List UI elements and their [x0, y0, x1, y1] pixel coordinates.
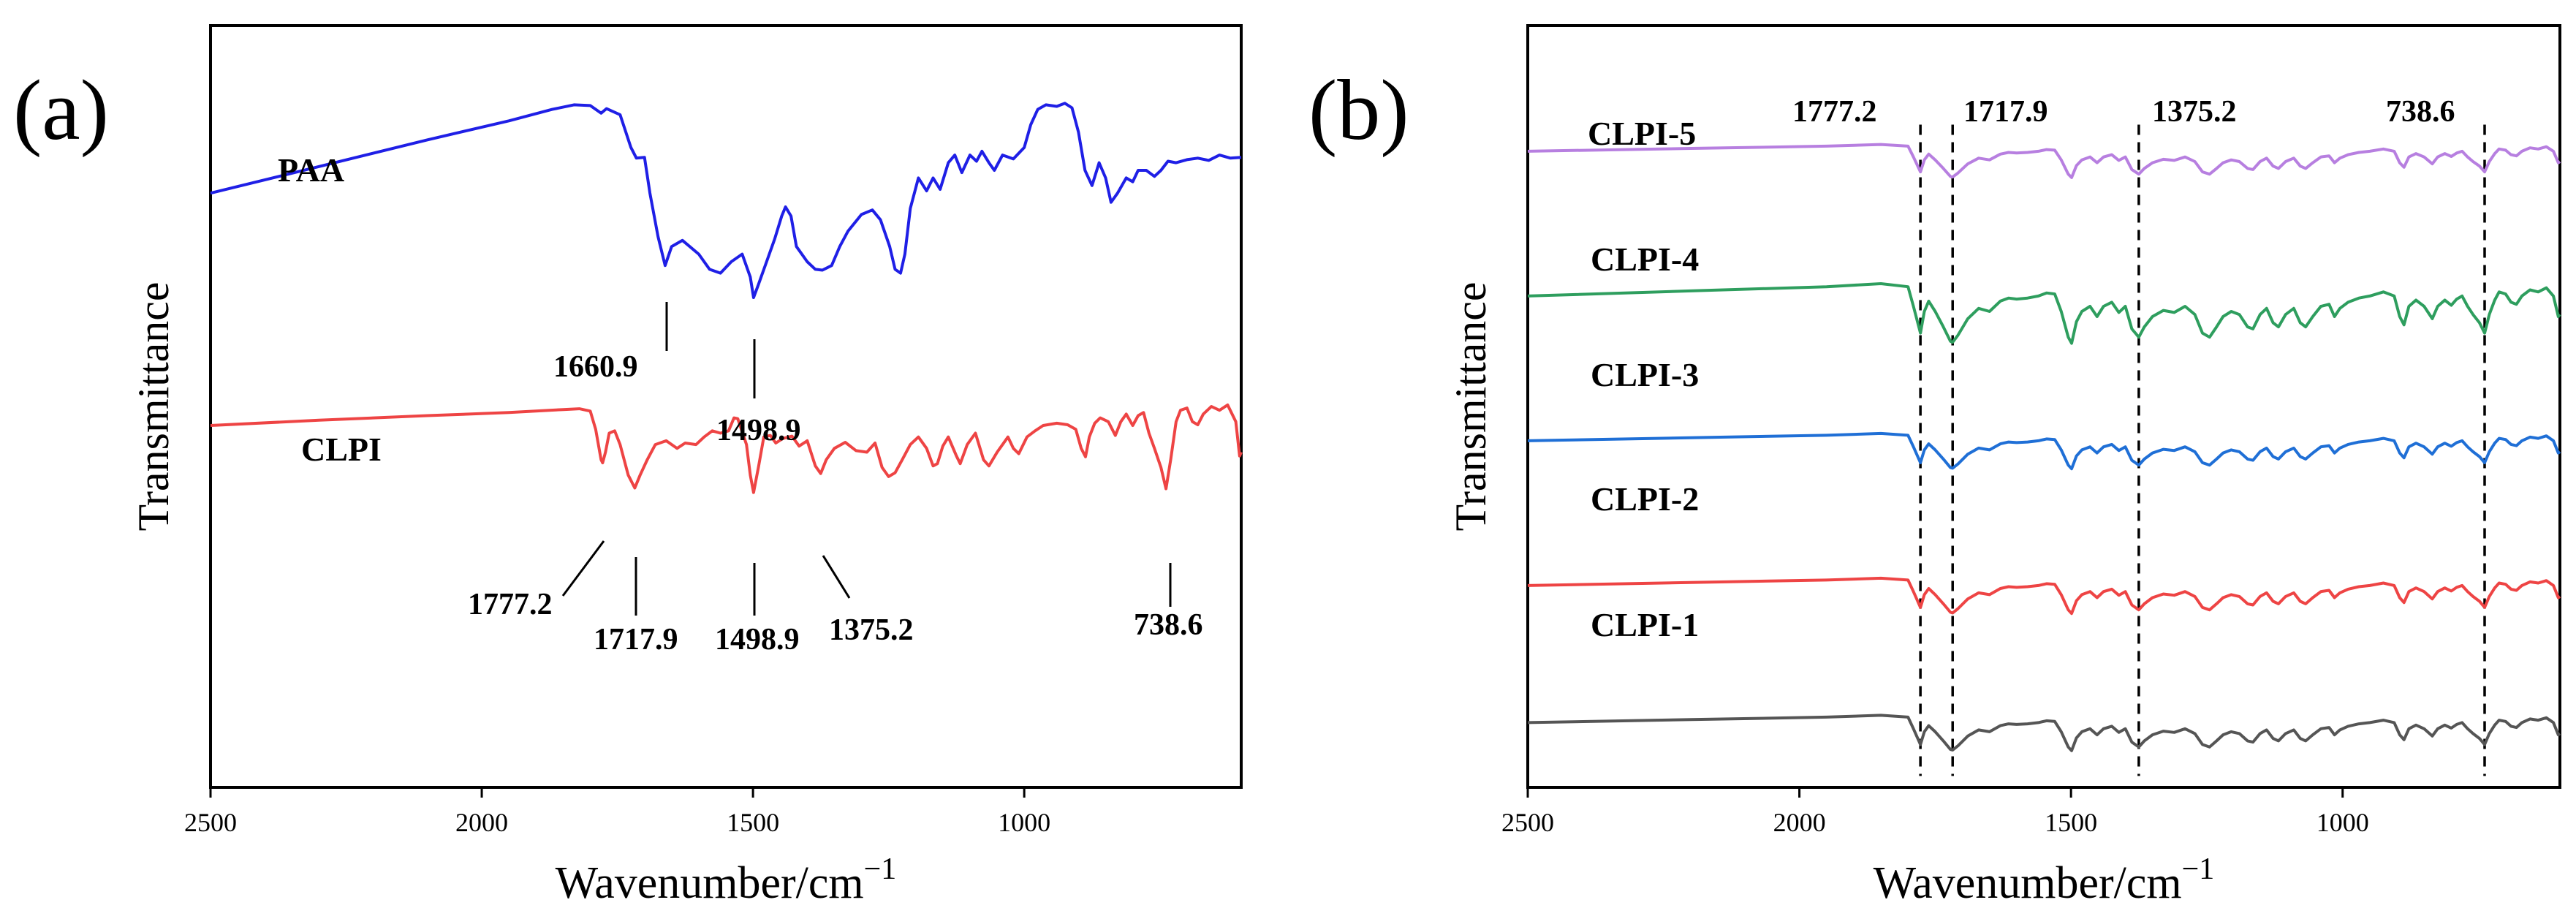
- panel-b-series: [1527, 143, 2561, 752]
- panel-b-reference-lines: [1919, 124, 2486, 776]
- panel-b-label: (b): [1308, 62, 1409, 158]
- series-line-paa: [210, 102, 1242, 299]
- series-label-clpi-4: CLPI-4: [1591, 241, 1699, 278]
- peak-label-1717.9: 1717.9: [594, 623, 678, 657]
- panel-b-x-tick-label-1000: 1000: [2316, 808, 2369, 837]
- ref-label-1777.2: 1777.2: [1792, 95, 1877, 129]
- peak-label-738.6: 738.6: [1134, 608, 1203, 642]
- series-label-paa: PAA: [278, 151, 344, 189]
- peak-label-1777.2: 1777.2: [468, 588, 553, 621]
- ref-label-738.6: 738.6: [2386, 95, 2455, 129]
- panel-a-x-axis-label-text: Wavenumber/cm: [556, 858, 864, 908]
- ref-label-1375.2: 1375.2: [2152, 95, 2237, 129]
- series-line-clpi-3: [1527, 431, 2561, 471]
- panel-b-plot-frame: [1526, 24, 2561, 789]
- panel-b-y-axis-label: Transmittance: [1447, 281, 1495, 531]
- panel-a: (a) 2500 2000 1500 1000 PAA CLPI 1660.9 149…: [13, 24, 1243, 908]
- panel-b-x-ticks: 2500 2000 1500 1000: [1501, 787, 2369, 837]
- series-label-clpi: CLPI: [301, 431, 382, 468]
- panel-b-x-tick-label-2000: 2000: [1773, 808, 1826, 837]
- panel-b-x-axis-label-text: Wavenumber/cm: [1874, 858, 2182, 908]
- ref-label-1717.9: 1717.9: [1963, 95, 2048, 129]
- peak-label-1375.2: 1375.2: [829, 613, 914, 647]
- series-label-clpi-2: CLPI-2: [1591, 480, 1699, 518]
- peak-label-1498.9-paa: 1498.9: [716, 414, 801, 447]
- panel-b-annotations: 1777.2 1717.9 1375.2 738.6 CLPI-5 CLPI-4…: [1588, 95, 2455, 643]
- panel-b-x-tick-label-2500: 2500: [1501, 808, 1554, 837]
- series-label-clpi-1: CLPI-1: [1591, 606, 1699, 643]
- panel-a-plot-frame: [209, 24, 1243, 789]
- panel-a-series: [210, 102, 1243, 494]
- series-line-clpi-4: [1527, 282, 2561, 345]
- panel-b-x-axis-label-sup: −1: [2182, 852, 2215, 886]
- panel-b-x-tick-label-1500: 1500: [2045, 808, 2097, 837]
- series-label-clpi-3: CLPI-3: [1591, 356, 1699, 393]
- series-label-clpi-5: CLPI-5: [1588, 115, 1696, 152]
- panel-a-y-axis-label: Transmittance: [129, 281, 178, 531]
- series-line-clpi: [210, 403, 1243, 494]
- peak-label-1498.9-clpi: 1498.9: [715, 623, 800, 657]
- panel-a-label: (a): [13, 62, 109, 158]
- peak-leader-1375.2: [822, 555, 851, 599]
- panel-a-x-tick-label-2500: 2500: [184, 808, 237, 837]
- panel-b-x-axis-label: Wavenumber/cm−1: [1874, 852, 2215, 908]
- panel-a-x-axis-label-sup: −1: [864, 852, 897, 886]
- panel-b: (b) 2500 2000 1500 1000 1777.2 1717.9 1375.…: [1308, 24, 2561, 908]
- panel-a-x-tick-label-2000: 2000: [455, 808, 508, 837]
- peak-label-1660.9: 1660.9: [553, 350, 638, 384]
- panel-a-x-tick-label-1500: 1500: [727, 808, 779, 837]
- panel-a-x-ticks: 2500 2000 1500 1000: [184, 787, 1050, 837]
- panel-a-x-axis-label: Wavenumber/cm−1: [556, 852, 897, 908]
- peak-leader-1777.2: [561, 540, 605, 597]
- panel-a-annotations: PAA CLPI 1660.9 1498.9 1777.2 1717.9 149…: [278, 151, 1203, 657]
- series-line-clpi-1: [1527, 714, 2561, 752]
- series-line-clpi-5: [1527, 143, 2561, 179]
- series-line-clpi-2: [1527, 576, 2561, 616]
- panel-a-x-tick-label-1000: 1000: [998, 808, 1050, 837]
